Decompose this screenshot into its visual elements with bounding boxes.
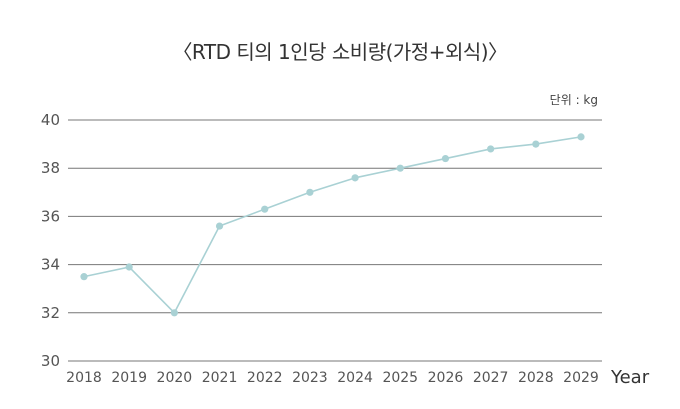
x-tick-label-2029: 2029 <box>563 370 599 386</box>
x-tick-label-2024: 2024 <box>337 370 373 386</box>
data-point-2020 <box>170 309 178 317</box>
data-point-2022 <box>261 205 269 213</box>
x-tick-label-2027: 2027 <box>473 370 509 386</box>
x-tick-label-2018: 2018 <box>66 370 102 386</box>
x-tick-label-2019: 2019 <box>111 370 147 386</box>
x-tick-label-2021: 2021 <box>202 370 238 386</box>
data-point-2019 <box>125 263 133 271</box>
y-tick-label-38: 38 <box>41 159 60 177</box>
chart-title: 〈RTD 티의 1인당 소비량(가정+외식)〉 <box>172 40 508 64</box>
series-line-layer <box>83 136 582 314</box>
data-point-2028 <box>532 140 540 148</box>
x-tick-label-2026: 2026 <box>428 370 464 386</box>
x-tick-label-2022: 2022 <box>247 370 283 386</box>
x-tick-labels: 2018 2019 2020 2021 2022 2023 2024 2025 2026 2027… <box>66 370 599 386</box>
y-tick-label-32: 32 <box>41 304 60 322</box>
data-point-2024 <box>351 174 359 182</box>
y-tick-labels: 30 32 34 36 38 40 <box>41 111 60 370</box>
data-point-2021 <box>215 222 224 230</box>
x-tick-label-2023: 2023 <box>292 370 328 386</box>
x-tick-label-2028: 2028 <box>518 370 554 386</box>
data-point-2023 <box>306 188 314 196</box>
x-axis-label: Year <box>610 367 650 388</box>
data-point-2025 <box>396 164 404 172</box>
x-tick-label-2020: 2020 <box>157 370 193 386</box>
gridlines <box>68 119 602 362</box>
data-point-2026 <box>441 154 450 163</box>
y-tick-label-36: 36 <box>41 207 60 225</box>
data-point-2027 <box>487 145 495 153</box>
x-tick-label-2025: 2025 <box>382 370 418 386</box>
y-tick-label-40: 40 <box>41 111 60 129</box>
data-point-2018 <box>80 273 88 281</box>
data-point-2029 <box>577 133 585 141</box>
series-line-0 <box>83 136 582 314</box>
series-points <box>80 133 585 317</box>
y-tick-label-34: 34 <box>41 256 60 274</box>
y-tick-label-30: 30 <box>41 352 60 370</box>
unit-label: 단위 : kg <box>549 93 598 107</box>
